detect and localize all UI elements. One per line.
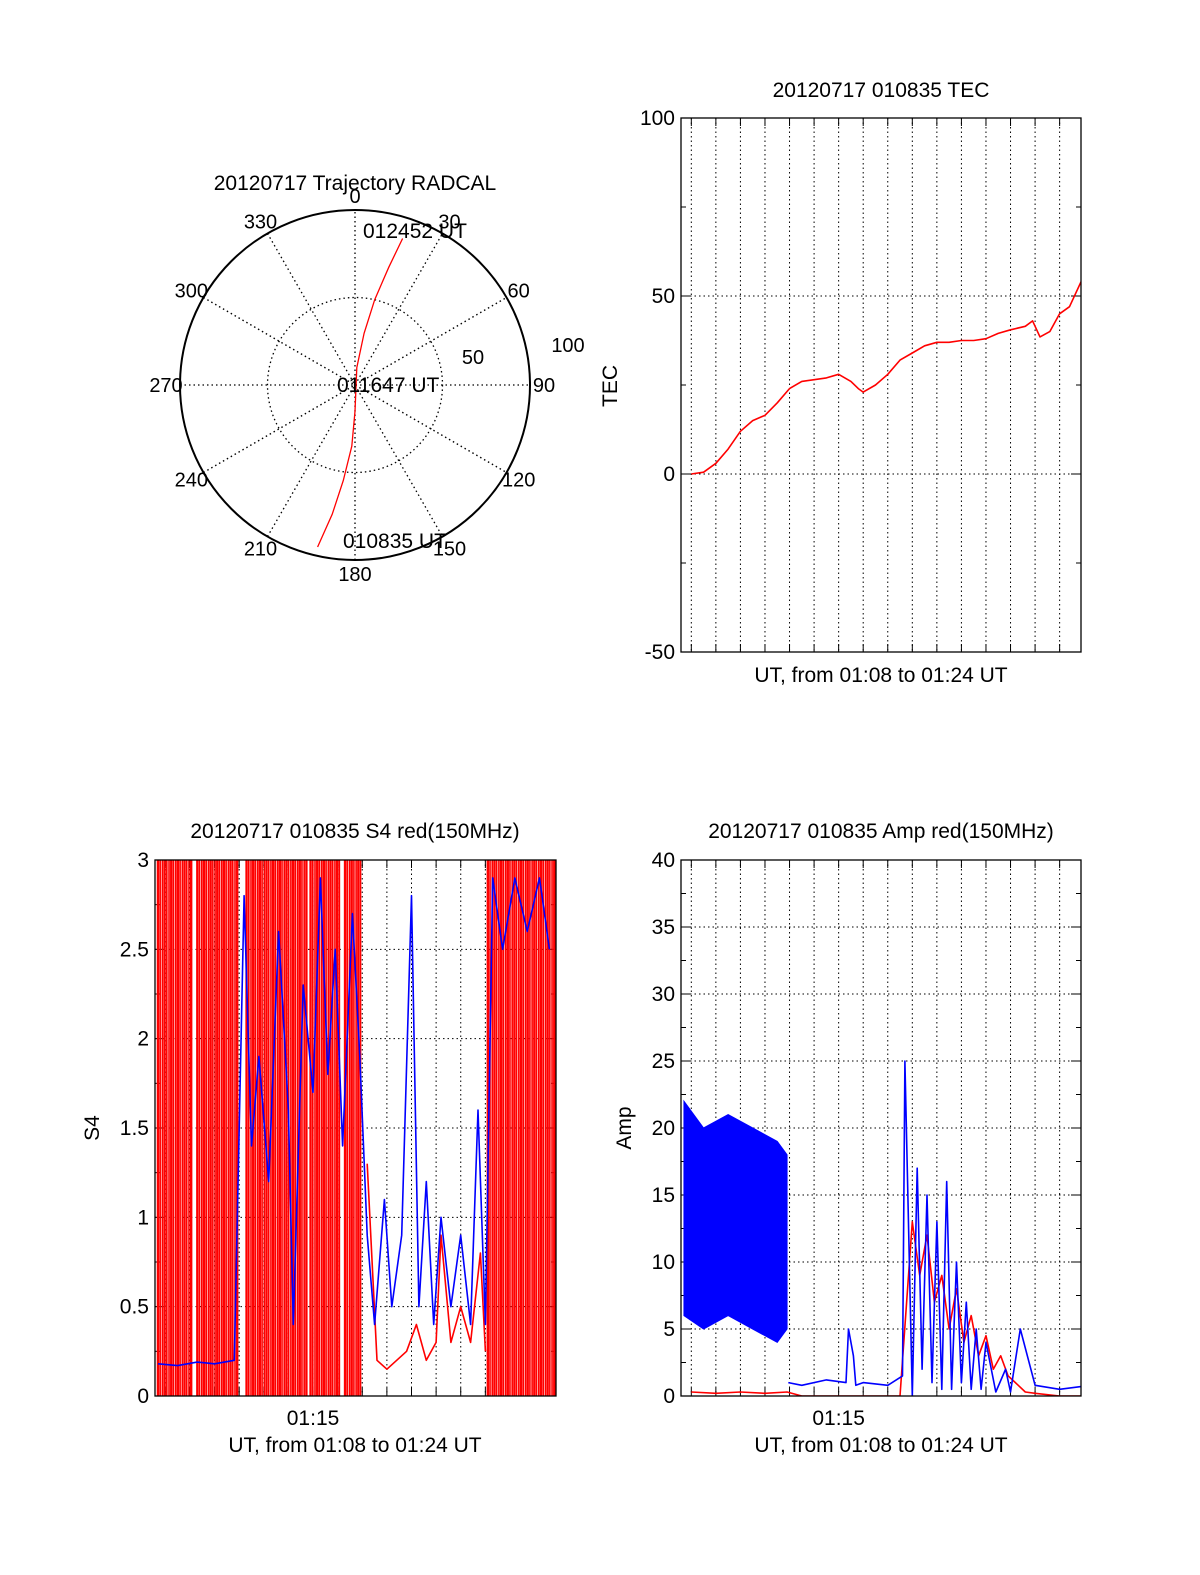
tec-ytick-label: 0 [663, 463, 675, 486]
trajectory-line [317, 238, 404, 548]
trajectory-mid-label: 011647 UT [337, 374, 440, 397]
amp-ytick-label: 20 [652, 1117, 675, 1140]
s4-series-1-line [157, 877, 551, 1367]
s4-ytick-label: 2.5 [120, 938, 149, 961]
s4-ytick-label: 2 [137, 1028, 149, 1051]
s4-plot-area: 3 2.5 2 1.5 1 0.5 0 01:15 [120, 849, 557, 1430]
polar-azimuth-label: 180 [338, 564, 371, 586]
amp-ytick-label: 10 [652, 1251, 675, 1274]
polar-azimuth-label: 300 [175, 281, 208, 303]
polar-title: 20120717 Trajectory RADCAL [214, 172, 497, 195]
amp-ytick-label: 35 [652, 916, 675, 939]
polar-radius-label-100: 100 [551, 335, 584, 357]
tec-chart: 20120717 010835 TEC TEC UT, from 01:08 t… [599, 79, 1082, 687]
polar-azimuth-label: 210 [244, 539, 277, 561]
s4-chart: 20120717 010835 S4 red(150MHz) S4 UT, fr… [81, 820, 557, 1457]
s4-ytick-label: 1.5 [120, 1117, 149, 1140]
amp-ytick-label: 30 [652, 983, 675, 1006]
amp-ytick-label: 40 [652, 849, 675, 872]
s4-frame [154, 859, 557, 1397]
tec-xlabel: UT, from 01:08 to 01:24 UT [754, 664, 1007, 687]
polar-azimuth-labels: 0 30 60 90 120 150 180 210 240 270 300 330 [149, 186, 555, 586]
amp-xtick-label: 01:15 [812, 1407, 865, 1430]
polar-azimuth-label: 330 [244, 211, 277, 233]
amp-frame [680, 859, 1082, 1397]
amp-ytick-label: 15 [652, 1184, 675, 1207]
polar-radius-label-50: 50 [462, 347, 484, 369]
trajectory-polar-plot: 20120717 Trajectory RADCAL 0 30 60 90 120 150… [149, 172, 584, 586]
tec-ylabel: TEC [599, 365, 622, 407]
tec-ytick-label: -50 [645, 641, 675, 664]
amp-ytick-label: 0 [663, 1385, 675, 1408]
tec-title: 20120717 010835 TEC [773, 79, 990, 102]
tec-ytick-label: 50 [652, 285, 675, 308]
amp-ytick-label: 5 [663, 1318, 675, 1341]
tec-series-0-line [691, 281, 1081, 475]
s4-xlabel: UT, from 01:08 to 01:24 UT [228, 1434, 481, 1457]
s4-title: 20120717 010835 S4 red(150MHz) [190, 820, 519, 843]
s4-ylabel: S4 [81, 1115, 104, 1141]
tec-plot-area: 100 50 0 -50 [640, 107, 1082, 664]
s4-ytick-label: 0.5 [120, 1296, 149, 1319]
amp-series-1-line [788, 1060, 1081, 1396]
s4-ytick-label: 1 [137, 1206, 149, 1229]
amp-series-1-envelope [683, 1099, 788, 1344]
polar-azimuth-label: 120 [502, 470, 535, 492]
amp-title: 20120717 010835 Amp red(150MHz) [708, 820, 1054, 843]
polar-azimuth-label: 240 [175, 470, 208, 492]
s4-xtick-label: 01:15 [287, 1407, 340, 1430]
trajectory-end-label: 012452 UT [363, 220, 467, 243]
s4-data [156, 860, 556, 1396]
tec-ytick-label: 100 [640, 107, 675, 130]
amp-chart: 20120717 010835 Amp red(150MHz) Amp UT, … [613, 820, 1082, 1457]
polar-azimuth-label: 90 [533, 375, 555, 397]
amp-ytick-label: 25 [652, 1050, 675, 1073]
s4-ytick-label: 0 [137, 1385, 149, 1408]
amp-data [683, 1060, 1081, 1396]
polar-grid [180, 210, 530, 560]
polar-azimuth-label: 0 [349, 186, 360, 208]
polar-azimuth-label: 270 [149, 375, 182, 397]
amp-xlabel: UT, from 01:08 to 01:24 UT [754, 1434, 1007, 1457]
polar-outer-ring [179, 209, 531, 561]
polar-azimuth-label: 150 [433, 539, 466, 561]
tec-data [691, 281, 1081, 475]
s4-series-0-line [366, 1163, 487, 1370]
polar-azimuth-label: 60 [508, 281, 530, 303]
amp-ylabel: Amp [613, 1106, 636, 1149]
trajectory-start-label: 010835 UT [343, 530, 447, 553]
tec-frame [680, 117, 1082, 653]
polar-azimuth-label: 30 [438, 211, 460, 233]
s4-ytick-label: 3 [137, 849, 149, 872]
amp-plot-area: 40 35 30 25 20 15 10 5 0 01:15 [652, 849, 1082, 1430]
